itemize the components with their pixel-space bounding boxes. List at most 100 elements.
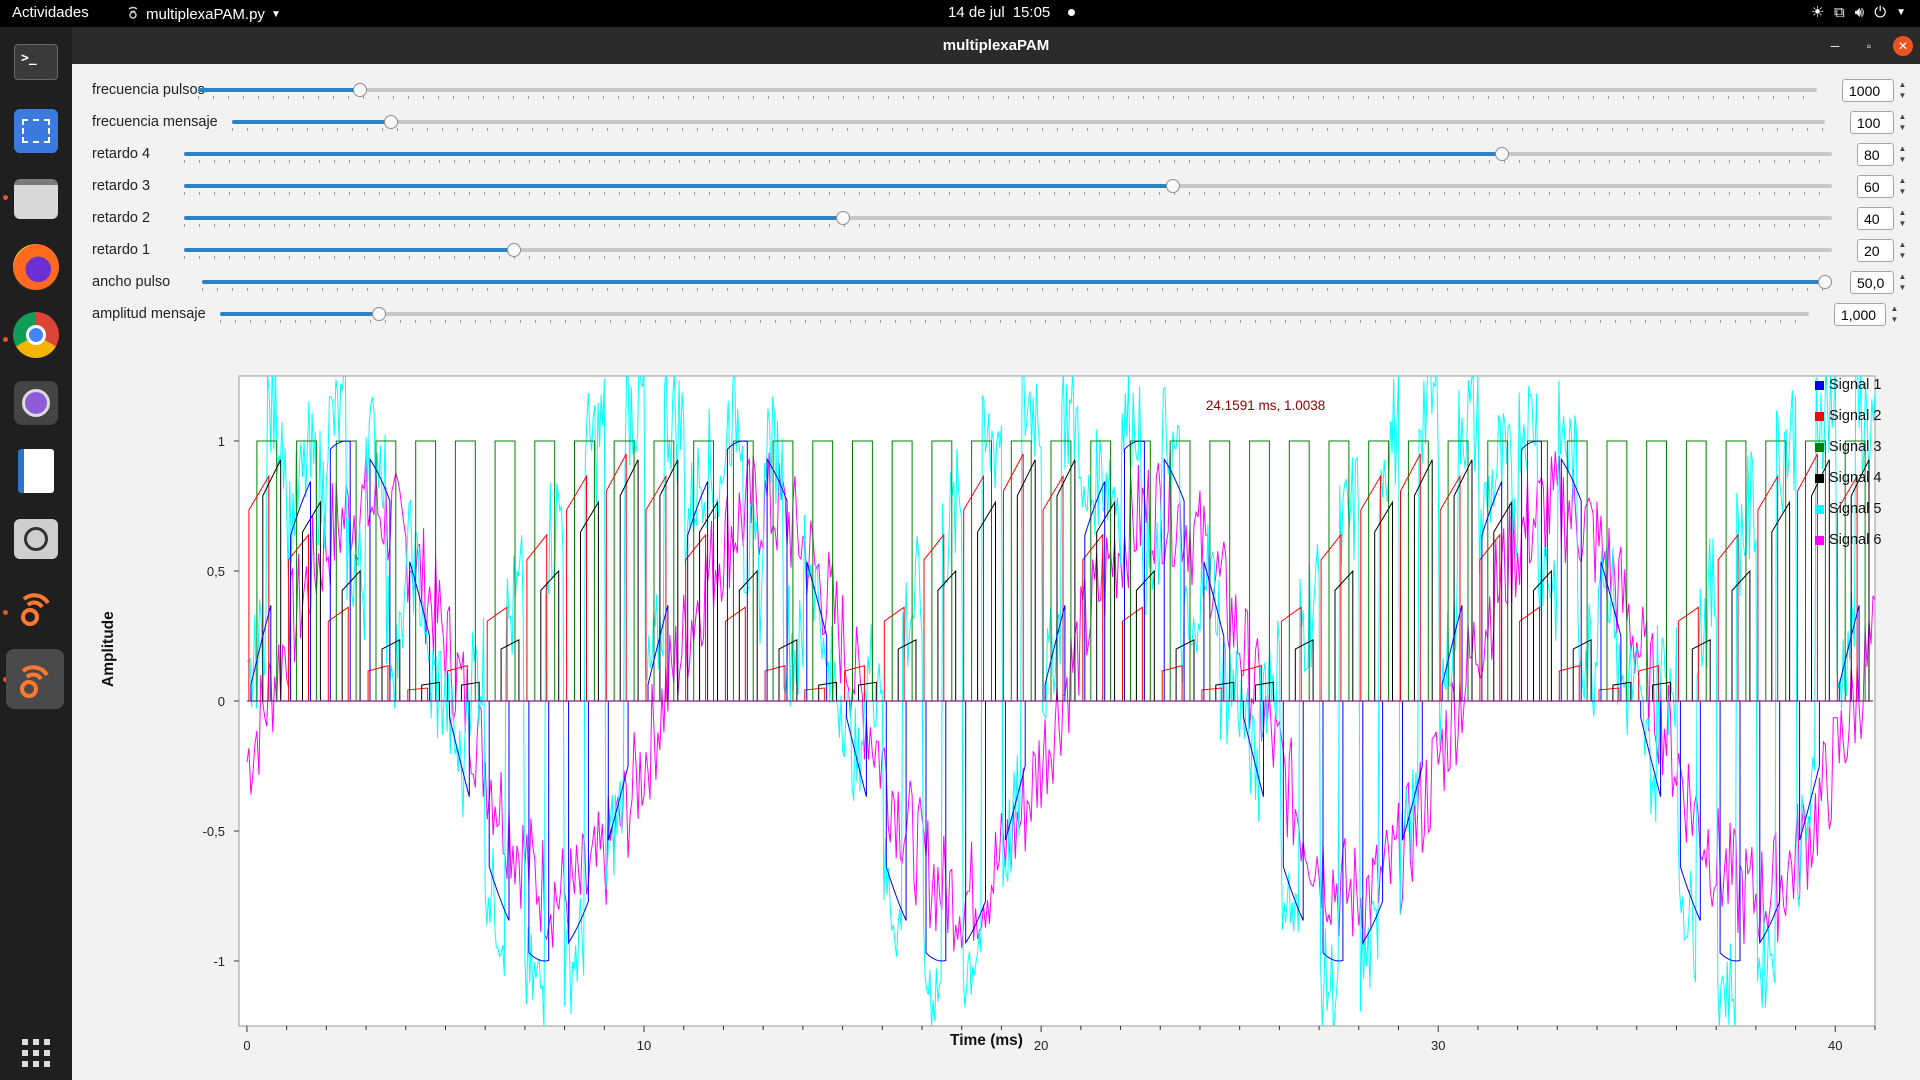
running-indicator xyxy=(3,195,8,200)
slider-track[interactable] xyxy=(184,248,1832,252)
chevron-down-icon: ▼ xyxy=(270,8,281,20)
legend-label: Signal 3 xyxy=(1829,439,1882,455)
spin-arrows-icon[interactable]: ▲ ▼ xyxy=(1890,304,1899,324)
legend-item[interactable]: Signal 2 xyxy=(1815,408,1915,428)
maximize-button[interactable]: ▫ xyxy=(1866,39,1872,53)
slider-handle[interactable] xyxy=(507,243,521,257)
slider[interactable] xyxy=(184,179,1832,195)
slider-handle[interactable] xyxy=(384,115,398,129)
slider-handle[interactable] xyxy=(1818,275,1832,289)
app-menu-icon xyxy=(126,4,140,24)
system-tray[interactable]: ☀ ⧉ 🔊︎ ⏻ ▼ xyxy=(1810,3,1906,22)
slider-fill xyxy=(202,280,1825,284)
dock-terminal[interactable]: >_ xyxy=(10,36,62,88)
x-tick-label: 20 xyxy=(1034,1038,1048,1053)
gnuradio-icon xyxy=(21,593,50,626)
app-grid-icon xyxy=(22,1039,50,1067)
legend-item[interactable]: Signal 1 xyxy=(1815,377,1915,397)
dock-chrome[interactable] xyxy=(10,309,62,361)
close-button[interactable]: ✕ xyxy=(1893,36,1913,56)
legend-item[interactable]: Signal 5 xyxy=(1815,501,1915,521)
x-tick-label: 0 xyxy=(243,1038,250,1053)
spin-arrows-icon[interactable]: ▲ ▼ xyxy=(1898,112,1907,132)
legend-swatch xyxy=(1815,505,1824,514)
slider-handle[interactable] xyxy=(1166,179,1180,193)
plot-canvas[interactable]: 1 0,5 0 -0,5 -1 0 10 20 30 40 24.1591 ms, 1.0038 xyxy=(167,349,1880,1077)
legend-item[interactable]: Signal 4 xyxy=(1815,470,1915,490)
legend-item[interactable]: Signal 6 xyxy=(1815,532,1915,552)
activities-button[interactable]: Actividades xyxy=(12,4,89,21)
slider[interactable] xyxy=(184,243,1832,259)
spin-arrows-icon[interactable]: ▲ ▼ xyxy=(1898,144,1907,164)
dock-files[interactable] xyxy=(10,173,62,225)
slider-track[interactable] xyxy=(220,312,1809,316)
control-label: retardo 3 xyxy=(92,178,151,194)
value-spinbox[interactable]: 1,000 xyxy=(1834,303,1886,326)
slider-ticks xyxy=(184,160,1832,163)
slider[interactable] xyxy=(198,83,1817,99)
dock-app-grid[interactable] xyxy=(10,1027,62,1079)
spin-arrows-icon[interactable]: ▲ ▼ xyxy=(1898,80,1907,100)
slider-handle[interactable] xyxy=(1495,147,1509,161)
running-indicator xyxy=(3,677,8,682)
value-spinbox[interactable]: 60 xyxy=(1857,175,1894,198)
control-label: frecuencia mensaje xyxy=(92,114,218,130)
firefox-icon xyxy=(13,244,59,290)
chevron-down-icon: ▼ xyxy=(1896,6,1906,18)
legend-label: Signal 2 xyxy=(1829,408,1882,424)
slider[interactable] xyxy=(232,115,1825,131)
slider-track[interactable] xyxy=(232,120,1825,124)
legend-item[interactable]: Signal 3 xyxy=(1815,439,1915,459)
dock-magnifier[interactable] xyxy=(10,513,62,565)
clock[interactable]: 14 de jul 15:05 xyxy=(948,4,1076,21)
legend-swatch xyxy=(1815,443,1824,452)
dock-gnuradio-active[interactable] xyxy=(6,649,64,709)
slider-handle[interactable] xyxy=(353,83,367,97)
x-tick-label: 30 xyxy=(1431,1038,1445,1053)
spin-arrows-icon[interactable]: ▲ ▼ xyxy=(1898,272,1907,292)
value-spinbox[interactable]: 80 xyxy=(1857,143,1894,166)
magnifier-icon xyxy=(14,519,58,559)
chrome-icon xyxy=(13,312,59,358)
slider-handle[interactable] xyxy=(836,211,850,225)
value-spinbox[interactable]: 20 xyxy=(1857,239,1894,262)
time-plot[interactable]: 1 0,5 0 -0,5 -1 0 10 20 30 40 24.1591 ms, 1.0038 xyxy=(167,349,1880,1077)
slider[interactable] xyxy=(184,211,1832,227)
app-menu[interactable]: multiplexaPAM.py ▼ xyxy=(126,4,281,24)
window-titlebar[interactable]: multiplexaPAM ─ ▫ ✕ xyxy=(72,27,1920,64)
spin-arrows-icon[interactable]: ▲ ▼ xyxy=(1898,240,1907,260)
control-row: ancho pulso 50,0 ▲ ▼ xyxy=(92,269,1906,295)
writer-icon xyxy=(18,449,54,493)
minimize-button[interactable]: ─ xyxy=(1830,39,1840,53)
value-spinbox[interactable]: 100 xyxy=(1850,111,1894,134)
slider-track[interactable] xyxy=(198,88,1817,92)
slider-track[interactable] xyxy=(184,216,1832,220)
value-spinbox[interactable]: 50,0 xyxy=(1850,271,1894,294)
legend-swatch xyxy=(1815,536,1824,545)
y-tick-label: 1 xyxy=(218,434,225,449)
legend-swatch xyxy=(1815,474,1824,483)
gnuradio-active-icon xyxy=(20,665,49,698)
value-spinbox[interactable]: 40 xyxy=(1857,207,1894,230)
terminal-icon: >_ xyxy=(14,44,58,80)
dock-camera[interactable] xyxy=(10,377,62,429)
spin-arrows-icon[interactable]: ▲ ▼ xyxy=(1898,176,1907,196)
slider[interactable] xyxy=(184,147,1832,163)
slider-ticks xyxy=(220,320,1809,323)
slider-handle[interactable] xyxy=(372,307,386,321)
dock-gnuradio[interactable] xyxy=(10,581,62,633)
power-icon: ⏻ xyxy=(1874,3,1887,21)
dock-screenshot[interactable] xyxy=(10,105,62,157)
control-row: retardo 2 40 ▲ ▼ xyxy=(92,205,1906,231)
legend-label: Signal 1 xyxy=(1829,377,1882,393)
control-row: retardo 4 80 ▲ ▼ xyxy=(92,141,1906,167)
control-row: retardo 1 20 ▲ ▼ xyxy=(92,237,1906,263)
cursor-readout: 24.1591 ms, 1.0038 xyxy=(1206,398,1325,413)
slider[interactable] xyxy=(202,275,1832,291)
brightness-icon: ☀ xyxy=(1810,4,1825,21)
dock-writer[interactable] xyxy=(10,445,62,497)
dock-firefox[interactable] xyxy=(10,241,62,293)
slider[interactable] xyxy=(220,307,1809,323)
spin-arrows-icon[interactable]: ▲ ▼ xyxy=(1898,208,1907,228)
value-spinbox[interactable]: 1000 xyxy=(1842,79,1894,102)
